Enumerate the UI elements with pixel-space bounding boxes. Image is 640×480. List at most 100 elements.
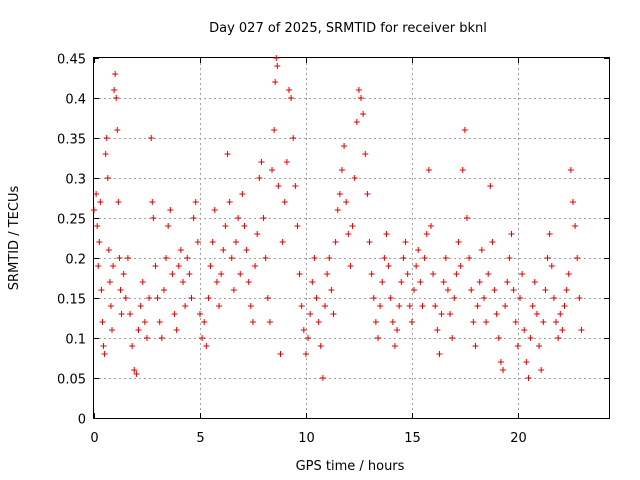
data-point	[127, 311, 134, 317]
data-point	[440, 279, 447, 285]
data-point	[533, 311, 540, 317]
data-point	[358, 95, 365, 101]
data-point	[565, 271, 572, 277]
data-point	[175, 263, 182, 269]
data-point	[398, 279, 405, 285]
grid	[94, 58, 609, 418]
data-point	[544, 255, 551, 261]
data-point	[451, 295, 458, 301]
data-point	[336, 191, 343, 197]
data-point	[205, 295, 212, 301]
y-tick-label: 0	[78, 413, 86, 428]
data-point	[557, 311, 564, 317]
data-point	[417, 279, 424, 285]
data-point	[163, 255, 170, 261]
data-point	[154, 295, 161, 301]
data-point	[516, 295, 523, 301]
data-point	[133, 371, 140, 377]
data-point	[474, 303, 481, 309]
data-point	[527, 335, 534, 341]
data-point	[328, 287, 335, 293]
data-point	[160, 287, 167, 293]
data-point	[444, 287, 451, 293]
y-tick-label: 0.35	[57, 133, 86, 148]
data-point	[96, 239, 103, 245]
data-point	[285, 87, 292, 93]
data-point	[302, 351, 309, 357]
data-point	[332, 239, 339, 245]
data-point	[561, 303, 568, 309]
data-point	[383, 231, 390, 237]
data-point	[531, 279, 538, 285]
data-point	[213, 279, 220, 285]
data-point	[110, 263, 117, 269]
data-point	[338, 167, 345, 173]
data-point	[91, 207, 97, 213]
data-point	[182, 303, 189, 309]
data-point	[425, 167, 432, 173]
data-point	[209, 239, 216, 245]
data-point	[273, 55, 280, 61]
y-tick-label: 0.2	[65, 253, 86, 268]
x-tick-label: 0	[90, 431, 98, 446]
data-point	[143, 335, 150, 341]
data-point	[102, 151, 109, 157]
data-point	[266, 319, 273, 325]
data-point	[271, 127, 278, 133]
data-point	[148, 135, 155, 141]
data-point	[466, 255, 473, 261]
data-point	[368, 271, 375, 277]
data-point	[427, 223, 434, 229]
data-point	[404, 271, 411, 277]
data-point	[326, 255, 333, 261]
data-point	[366, 239, 373, 245]
data-point	[345, 231, 352, 237]
data-point	[313, 295, 320, 301]
data-point	[167, 207, 174, 213]
data-point	[476, 279, 483, 285]
data-point	[292, 183, 299, 189]
data-point	[489, 239, 496, 245]
data-point	[288, 95, 295, 101]
data-point	[279, 239, 286, 245]
data-point	[559, 327, 566, 333]
data-point	[230, 287, 237, 293]
x-tick-label: 20	[510, 431, 527, 446]
data-point	[459, 167, 466, 173]
data-point	[249, 319, 256, 325]
data-point	[455, 239, 462, 245]
data-point	[355, 87, 362, 93]
data-point	[413, 263, 420, 269]
data-point	[457, 263, 464, 269]
data-point	[381, 255, 388, 261]
data-point	[546, 231, 553, 237]
data-point	[95, 263, 102, 269]
data-point	[525, 375, 532, 381]
data-point	[341, 143, 348, 149]
y-tick-label: 0.1	[65, 333, 86, 348]
data-point	[351, 175, 358, 181]
data-points	[91, 55, 585, 381]
data-point	[317, 343, 324, 349]
data-point	[196, 311, 203, 317]
data-point	[550, 295, 557, 301]
data-point	[239, 191, 246, 197]
y-axis-label: SRMTID / TECUs	[7, 186, 22, 291]
data-point	[432, 303, 439, 309]
data-point	[252, 263, 259, 269]
data-point	[222, 223, 229, 229]
data-point	[538, 367, 545, 373]
data-point	[343, 199, 350, 205]
data-point	[211, 207, 218, 213]
data-point	[274, 63, 281, 69]
data-point	[243, 247, 250, 253]
data-point	[139, 279, 146, 285]
plot-frame	[93, 57, 610, 419]
data-point	[305, 335, 312, 341]
data-point	[504, 279, 511, 285]
data-point	[224, 151, 231, 157]
data-point	[347, 263, 354, 269]
data-point	[100, 343, 107, 349]
data-point	[309, 279, 316, 285]
data-point	[542, 287, 549, 293]
